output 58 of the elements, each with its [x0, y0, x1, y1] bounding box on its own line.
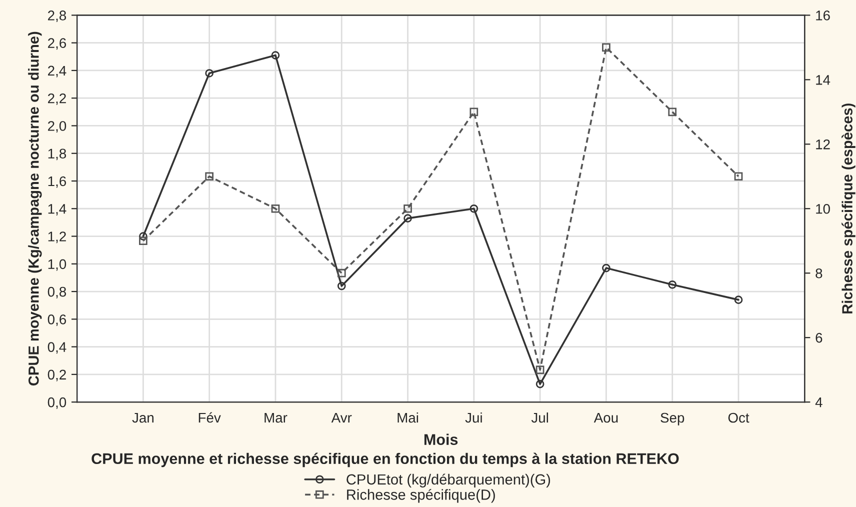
y-tick-label: 2,8 — [48, 10, 66, 22]
y-axis-title: CPUE moyenne (Kg/campagne nocturne ou diurne) — [28, 32, 42, 386]
point — [337, 282, 346, 290]
y2-tick-label: 12 — [816, 139, 830, 150]
x-tick-label: Avr — [331, 412, 352, 423]
point — [139, 236, 148, 246]
y-tick-label: 0,2 — [48, 370, 66, 382]
y-tick-label: 2,4 — [48, 66, 66, 78]
y-tick-label: 1,6 — [48, 176, 66, 188]
point — [602, 264, 610, 272]
y-tick-label: 0,0 — [48, 397, 66, 409]
y2-tick-label: 10 — [816, 204, 830, 214]
y-tick-label: 1,8 — [48, 148, 66, 160]
y-tick-label: 2,2 — [48, 93, 66, 105]
x-tick-label: Jan — [132, 412, 154, 423]
x-tick-label: Fév — [198, 412, 221, 423]
point — [404, 204, 412, 213]
y-tick-label: 0,4 — [48, 342, 66, 354]
y-tick-label: 0,8 — [48, 286, 66, 298]
legend-label: Richesse spécifique(D) — [347, 488, 495, 503]
point — [668, 108, 677, 116]
text: CPUE moyenne et richesse spécifique en fonction du temps à la station RETEKO — [92, 452, 679, 468]
point — [337, 268, 346, 278]
x-tick-label: Aou — [594, 412, 618, 423]
y2-tick-label: 14 — [816, 75, 830, 85]
point — [404, 214, 412, 222]
x-tick-label: Mar — [264, 412, 288, 423]
x-axis-title: Mois — [424, 434, 458, 445]
y-tick-label: 1,0 — [48, 259, 66, 271]
point — [139, 232, 148, 240]
x-tick-label: Oct — [728, 412, 750, 423]
point — [734, 296, 743, 304]
point — [470, 108, 478, 116]
point — [536, 366, 544, 374]
legend-label: CPUEtot (kg/débarquement)(G) — [346, 474, 550, 488]
point — [205, 69, 214, 78]
point — [205, 172, 214, 181]
y2-axis-title: Richesse spécifique (espèces) — [842, 104, 856, 314]
y2-tick-label: 6 — [816, 332, 822, 343]
x-tick-label: Jui — [465, 412, 482, 423]
point — [271, 51, 280, 60]
x-tick-label: Sep — [660, 412, 684, 426]
y-tick-label: 0,6 — [48, 314, 66, 326]
y-tick-label: 1,4 — [48, 204, 66, 216]
x-tick-label: Jul — [531, 412, 548, 423]
x-tick-label: Mai — [398, 412, 418, 423]
y2-tick-label: 8 — [816, 268, 822, 278]
point — [602, 43, 610, 52]
point — [734, 172, 743, 181]
y-tick-label: 2,6 — [48, 38, 66, 50]
y-tick-label: 2,0 — [48, 121, 66, 133]
point — [271, 204, 280, 213]
y2-tick-label: 4 — [815, 398, 822, 408]
y2-tick-label: 16 — [816, 10, 830, 20]
point — [668, 280, 677, 289]
point — [536, 380, 544, 388]
y-tick-label: 1,2 — [48, 232, 66, 244]
point — [470, 204, 478, 213]
